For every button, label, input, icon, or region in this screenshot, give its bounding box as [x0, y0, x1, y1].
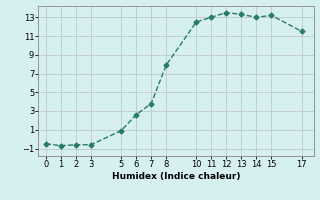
- X-axis label: Humidex (Indice chaleur): Humidex (Indice chaleur): [112, 172, 240, 181]
